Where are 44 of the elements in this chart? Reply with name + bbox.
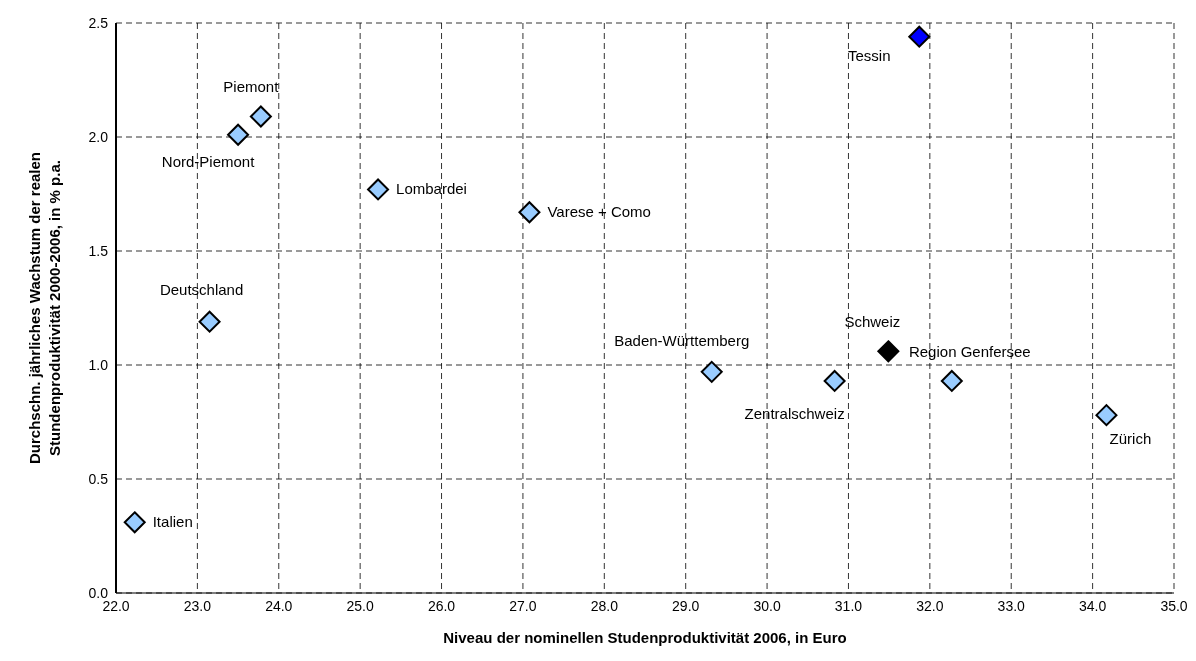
point <box>227 123 250 146</box>
annotation: Lombardei <box>396 180 467 198</box>
x-axis-title: Niveau der nominellen Studenproduktivität 2006, in Euro <box>443 629 847 646</box>
y-tick-label: 1.5 <box>88 242 109 259</box>
annotation: Baden-Württemberg <box>614 331 750 349</box>
y-tick-label: 2.5 <box>88 14 109 31</box>
point <box>823 369 846 392</box>
x-tick-label: 34.0 <box>1078 597 1107 614</box>
y-axis-title: Durchschn. jährliches Wachstum der realen Stundenproduktivität 2000-2006, in % p.a. <box>26 151 63 465</box>
point <box>367 178 390 201</box>
annotation: Zürich <box>1109 430 1152 448</box>
annotation: Tessin <box>848 46 891 64</box>
annotation: Nord-Piemont <box>161 152 256 170</box>
x-tick-label: 29.0 <box>672 597 700 614</box>
point <box>198 310 221 333</box>
point <box>249 105 272 128</box>
point <box>700 360 723 383</box>
annotation: Deutschland <box>159 280 244 298</box>
x-tick-label: 28.0 <box>590 597 619 614</box>
x-tick-label: 26.0 <box>427 597 456 614</box>
point <box>1095 404 1118 427</box>
point <box>908 25 931 48</box>
x-tick-label: 23.0 <box>183 597 212 614</box>
point <box>877 340 900 363</box>
point <box>123 511 146 534</box>
x-tick-label: 33.0 <box>997 597 1026 614</box>
point <box>518 201 541 224</box>
annotation: Italien <box>152 513 193 531</box>
x-tick-label: 32.0 <box>916 597 944 614</box>
annotation: Varese + Como <box>547 203 651 221</box>
annotation: Piemont <box>223 78 280 96</box>
point <box>940 369 963 392</box>
y-tick-label: 1.0 <box>88 356 109 373</box>
x-tick-label: 25.0 <box>346 597 374 614</box>
y-tick-label: 0.5 <box>88 470 109 487</box>
x-tick-label: 30.0 <box>753 597 781 614</box>
annotation: Zentralschweiz <box>744 404 845 422</box>
x-tick-label: 27.0 <box>509 597 537 614</box>
x-tick-label: 24.0 <box>265 597 293 614</box>
annotation: Schweiz <box>844 313 901 331</box>
x-tick-label: 31.0 <box>834 597 863 614</box>
y-tick-label: 2.0 <box>88 128 109 145</box>
annotation: Region Genfersee <box>908 342 1031 360</box>
x-tick-label: 35.0 <box>1160 597 1188 614</box>
